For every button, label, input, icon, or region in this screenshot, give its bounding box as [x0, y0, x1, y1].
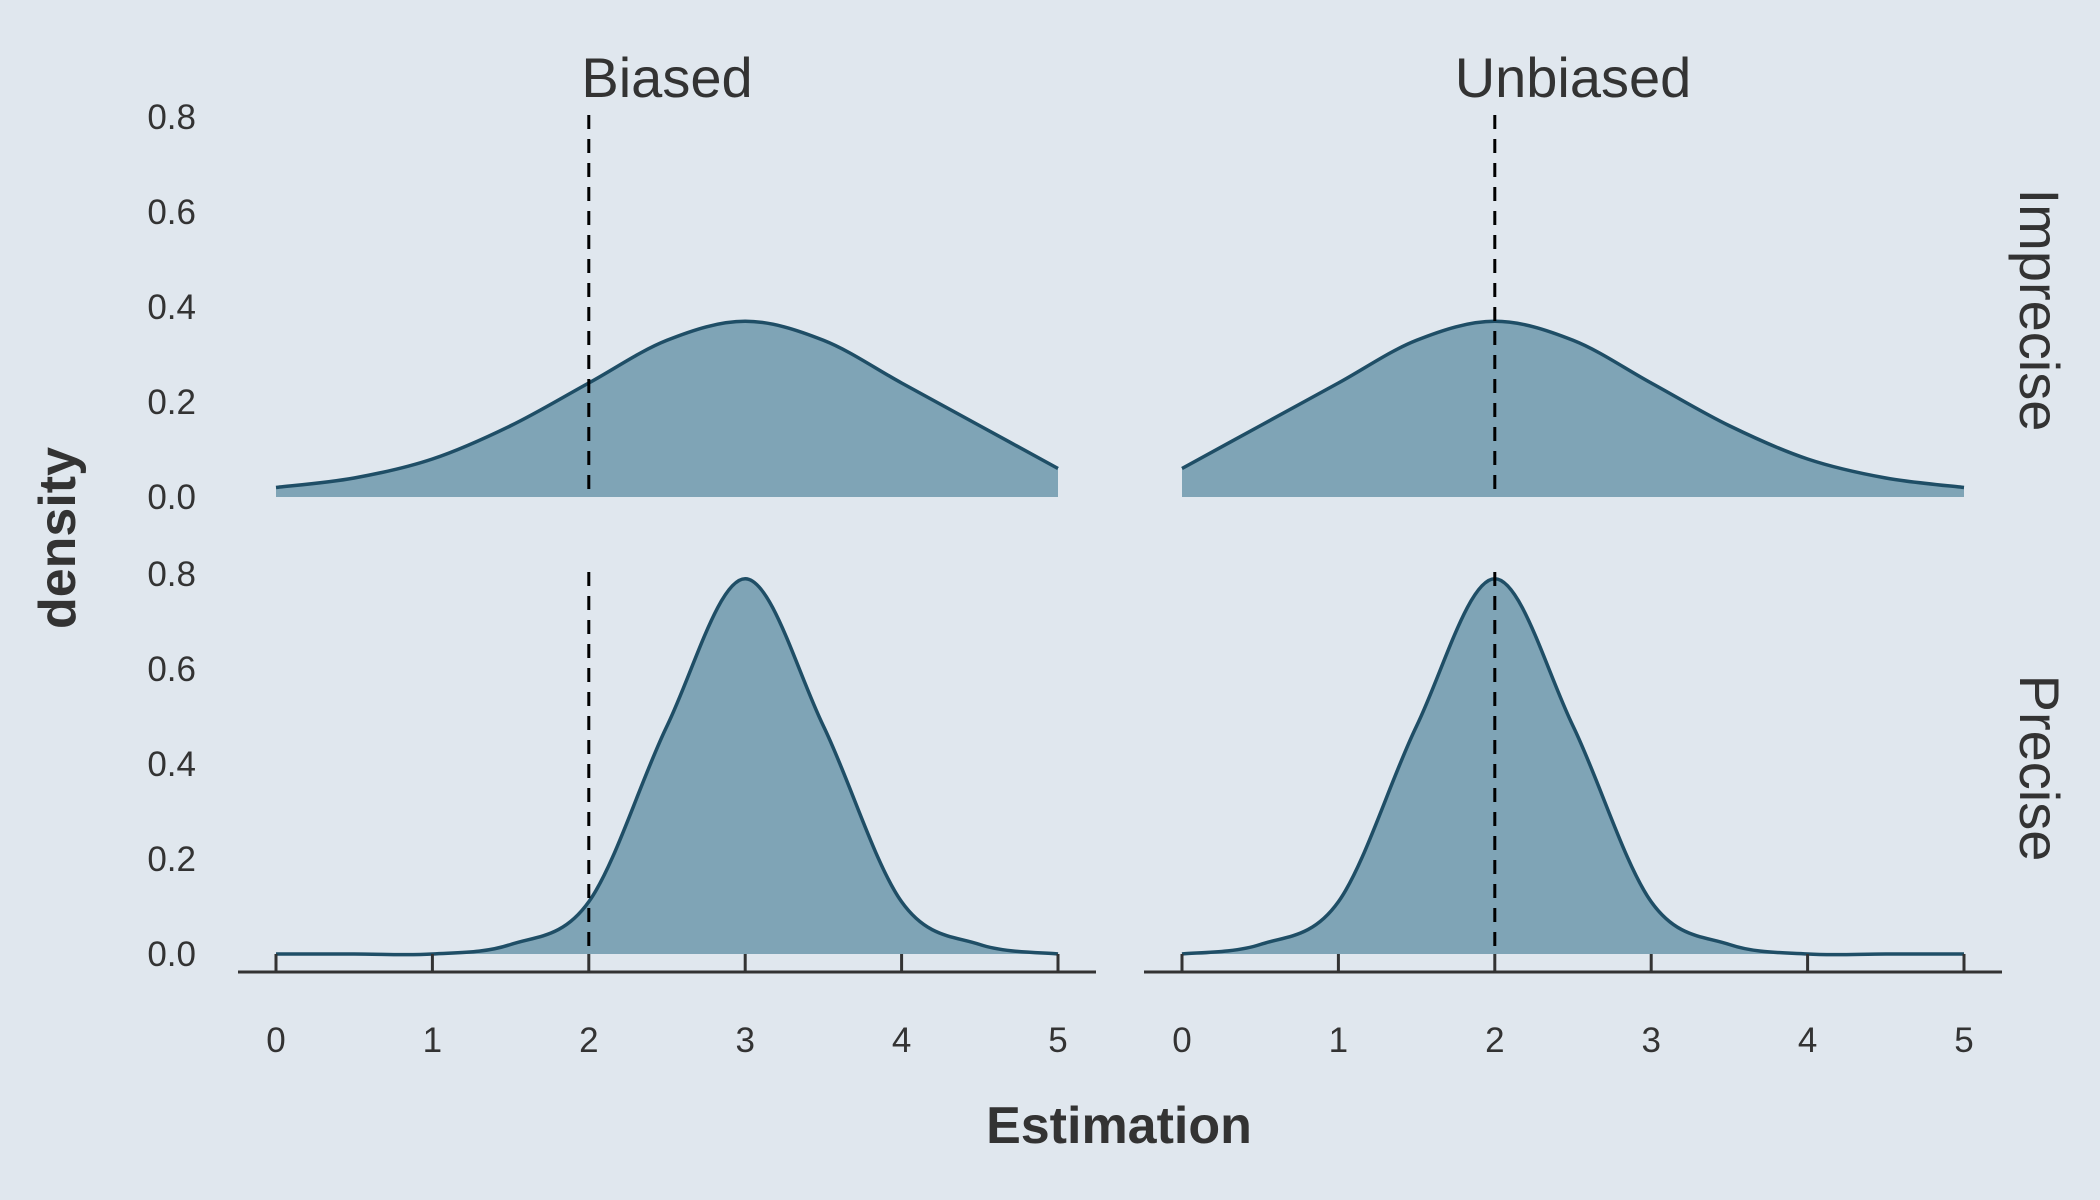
x-tick-label: 5: [1954, 1021, 1973, 1060]
y-tick-label: 0.4: [147, 288, 196, 327]
column-strip-biased: Biased: [581, 46, 752, 109]
y-tick-label: 0.2: [147, 840, 196, 879]
y-tick-label: 0.8: [147, 555, 196, 594]
panel-biased-imprecise: [275, 115, 1059, 499]
y-tick-label: 0.0: [147, 478, 196, 517]
density-area-biased-precise: [276, 578, 1058, 955]
panel-unbiased-precise: [1181, 572, 1965, 957]
x-tick-label: 1: [1329, 1021, 1348, 1060]
y-tick-label: 0.2: [147, 383, 196, 422]
labels-layer: 0.0 0.2 0.4 0.6 0.8 0.0 0.2 0.4 0.6 0.8 0 1 2 3 4 5 0 1 2 3…: [29, 46, 2071, 1155]
y-tick-label: 0.6: [147, 193, 196, 232]
x-tick-label: 3: [735, 1021, 754, 1060]
x-tick-label: 4: [892, 1021, 911, 1060]
x-tick-label: 4: [1798, 1021, 1817, 1060]
row-strip-imprecise: Imprecise: [2008, 189, 2071, 432]
density-area-unbiased-precise: [1182, 578, 1964, 955]
panel-unbiased-imprecise: [1181, 115, 1965, 499]
x-axis-title: Estimation: [986, 1097, 1252, 1155]
x-tick-label: 5: [1048, 1021, 1067, 1060]
axes-layer: [238, 954, 2002, 974]
density-curve-unbiased-imprecise: [1181, 319, 1965, 490]
y-tick-label: 0.8: [147, 98, 196, 137]
y-tick-label: 0.4: [147, 745, 196, 784]
x-tick-label: 2: [1485, 1021, 1504, 1060]
density-area-biased-imprecise: [276, 321, 1058, 497]
density-area-unbiased-imprecise: [1182, 321, 1964, 497]
panel-biased-precise: [276, 572, 1059, 957]
density-curve-biased-imprecise: [275, 319, 1059, 490]
row-strip-precise: Precise: [2008, 675, 2071, 862]
y-tick-label: 0.6: [147, 650, 196, 689]
x-tick-label: 2: [579, 1021, 598, 1060]
x-tick-label: 1: [423, 1021, 442, 1060]
column-strip-unbiased: Unbiased: [1455, 46, 1692, 109]
y-axis-title: density: [29, 447, 87, 629]
x-tick-label: 0: [1172, 1021, 1191, 1060]
panels-layer: [275, 115, 1965, 957]
x-tick-label: 3: [1641, 1021, 1660, 1060]
y-tick-label: 0.0: [147, 935, 196, 974]
x-tick-label: 0: [266, 1021, 285, 1060]
